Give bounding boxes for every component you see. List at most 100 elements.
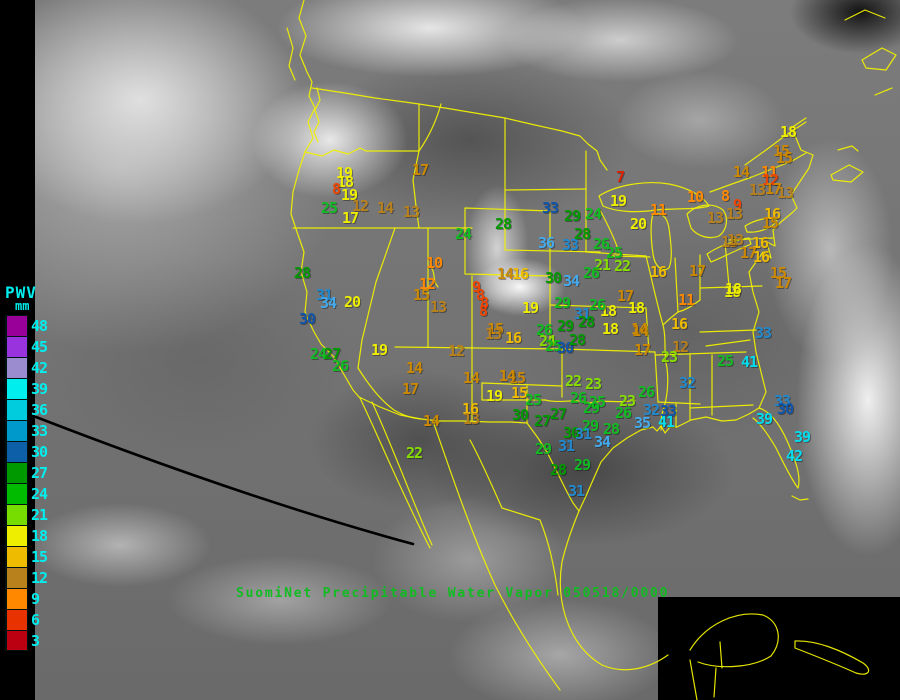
station-pwv-value: 42 bbox=[785, 447, 803, 465]
station-pwv-value: 16 bbox=[763, 205, 781, 223]
legend-swatch bbox=[6, 546, 28, 567]
station-pwv-value: 29 bbox=[581, 417, 599, 435]
station-pwv-value: 14 bbox=[732, 163, 750, 181]
station-pwv-value: 15 bbox=[761, 214, 779, 232]
station-pwv-value: 18 bbox=[627, 299, 645, 317]
station-pwv-value: 14 bbox=[496, 265, 514, 283]
station-pwv-value: 35 bbox=[633, 414, 651, 432]
station-pwv-value: 16 bbox=[461, 400, 479, 418]
station-pwv-value: 26 bbox=[614, 404, 632, 422]
station-pwv-value: 24 bbox=[454, 225, 472, 243]
station-pwv-value: 8 bbox=[331, 180, 341, 198]
station-pwv-value: 30 bbox=[298, 310, 316, 328]
station-pwv-value: 12 bbox=[761, 171, 779, 189]
station-pwv-value: 33 bbox=[541, 199, 559, 217]
station-pwv-value: 12 bbox=[447, 342, 465, 360]
legend-value: 18 bbox=[31, 526, 48, 545]
station-pwv-value: 24 bbox=[309, 345, 327, 363]
station-pwv-value: 18 bbox=[779, 123, 797, 141]
legend-swatch bbox=[6, 504, 28, 525]
station-pwv-value: 24 bbox=[584, 205, 602, 223]
station-pwv-value: 25 bbox=[320, 199, 338, 217]
station-pwv-value: 17 bbox=[616, 287, 634, 305]
station-pwv-value: 31 bbox=[567, 482, 585, 500]
station-pwv-value: 23 bbox=[584, 375, 602, 393]
station-pwv-value: 41 bbox=[740, 353, 758, 371]
station-pwv-value: 16 bbox=[504, 329, 522, 347]
legend-swatch bbox=[6, 525, 28, 546]
legend-swatch bbox=[6, 357, 28, 378]
legend-value: 24 bbox=[31, 484, 48, 503]
station-pwv-value: 17 bbox=[411, 161, 429, 179]
station-pwv-value: 14 bbox=[498, 367, 516, 385]
legend-entry: 48 bbox=[6, 315, 65, 336]
legend-entry: 21 bbox=[6, 504, 65, 525]
legend-value: 33 bbox=[31, 421, 48, 440]
station-pwv-value: 14 bbox=[422, 412, 440, 430]
station-pwv-value: 11 bbox=[677, 291, 695, 309]
legend-swatch bbox=[6, 378, 28, 399]
station-pwv-value: 28 bbox=[568, 331, 586, 349]
legend-value: 42 bbox=[31, 358, 48, 377]
satellite-limb-arc bbox=[34, 415, 415, 546]
station-pwv-value: 13 bbox=[726, 231, 744, 249]
station-pwv-value: 28 bbox=[602, 420, 620, 438]
station-pwv-value: 30 bbox=[562, 424, 580, 442]
station-pwv-value: 29 bbox=[534, 440, 552, 458]
station-pwv-value: 19 bbox=[370, 341, 388, 359]
station-pwv-value: 13 bbox=[429, 298, 447, 316]
station-pwv-value: 16 bbox=[670, 315, 688, 333]
station-pwv-value: 29 bbox=[582, 399, 600, 417]
station-pwv-value: 15 bbox=[769, 264, 787, 282]
station-pwv-value: 13 bbox=[462, 410, 480, 428]
station-pwv-value: 16 bbox=[649, 263, 667, 281]
station-pwv-value: 25 bbox=[588, 393, 606, 411]
image-title: SuomiNet Precipitable Water Vapor 050518… bbox=[236, 586, 670, 601]
station-pwv-value: 13 bbox=[748, 181, 766, 199]
legend-entry: 33 bbox=[6, 420, 65, 441]
legend-entry: 12 bbox=[6, 567, 65, 588]
station-pwv-value: 30 bbox=[511, 406, 529, 424]
station-pwv-value: 14 bbox=[376, 199, 394, 217]
station-pwv-value: 30 bbox=[776, 400, 794, 418]
legend-entry: 24 bbox=[6, 483, 65, 504]
station-pwv-value: 11 bbox=[649, 201, 667, 219]
legend-entry: 27 bbox=[6, 462, 65, 483]
station-pwv-value: 25 bbox=[605, 244, 623, 262]
station-pwv-value: 33 bbox=[561, 236, 579, 254]
station-pwv-value: 10 bbox=[686, 188, 704, 206]
legend-swatch bbox=[6, 630, 28, 651]
station-pwv-value: 25 bbox=[716, 352, 734, 370]
station-pwv-value: 23 bbox=[660, 348, 678, 366]
legend-entry: 45 bbox=[6, 336, 65, 357]
station-pwv-value: 28 bbox=[549, 461, 567, 479]
station-pwv-value: 34 bbox=[319, 294, 337, 312]
station-pwv-value: 30 bbox=[544, 269, 562, 287]
station-pwv-value: 17 bbox=[633, 341, 651, 359]
station-pwv-value: 36 bbox=[537, 234, 555, 252]
station-pwv-value: 27 bbox=[533, 412, 551, 430]
station-pwv-value: 24 bbox=[538, 332, 556, 350]
legend-swatch bbox=[6, 567, 28, 588]
legend-entry: 3 bbox=[6, 630, 65, 651]
station-pwv-value: 16 bbox=[752, 248, 770, 266]
station-pwv-value: 32 bbox=[642, 401, 660, 419]
legend-entry: 42 bbox=[6, 357, 65, 378]
legend-swatch bbox=[6, 420, 28, 441]
station-pwv-value: 8 bbox=[720, 187, 730, 205]
station-pwv-value: 30 bbox=[556, 339, 574, 357]
station-pwv-value: 19 bbox=[485, 387, 503, 405]
station-pwv-value: 18 bbox=[724, 280, 742, 298]
station-pwv-value: 17 bbox=[739, 244, 757, 262]
station-pwv-value: 19 bbox=[340, 186, 358, 204]
station-pwv-value: 15 bbox=[412, 286, 430, 304]
station-pwv-value: 13 bbox=[484, 325, 502, 343]
station-pwv-value: 31 bbox=[573, 305, 591, 323]
station-pwv-value: 14 bbox=[405, 359, 423, 377]
station-pwv-value: 14 bbox=[631, 322, 649, 340]
station-pwv-value: 19 bbox=[335, 164, 353, 182]
station-pwv-value: 29 bbox=[556, 317, 574, 335]
station-pwv-value: 8 bbox=[475, 286, 485, 304]
station-pwv-value: 22 bbox=[405, 444, 423, 462]
